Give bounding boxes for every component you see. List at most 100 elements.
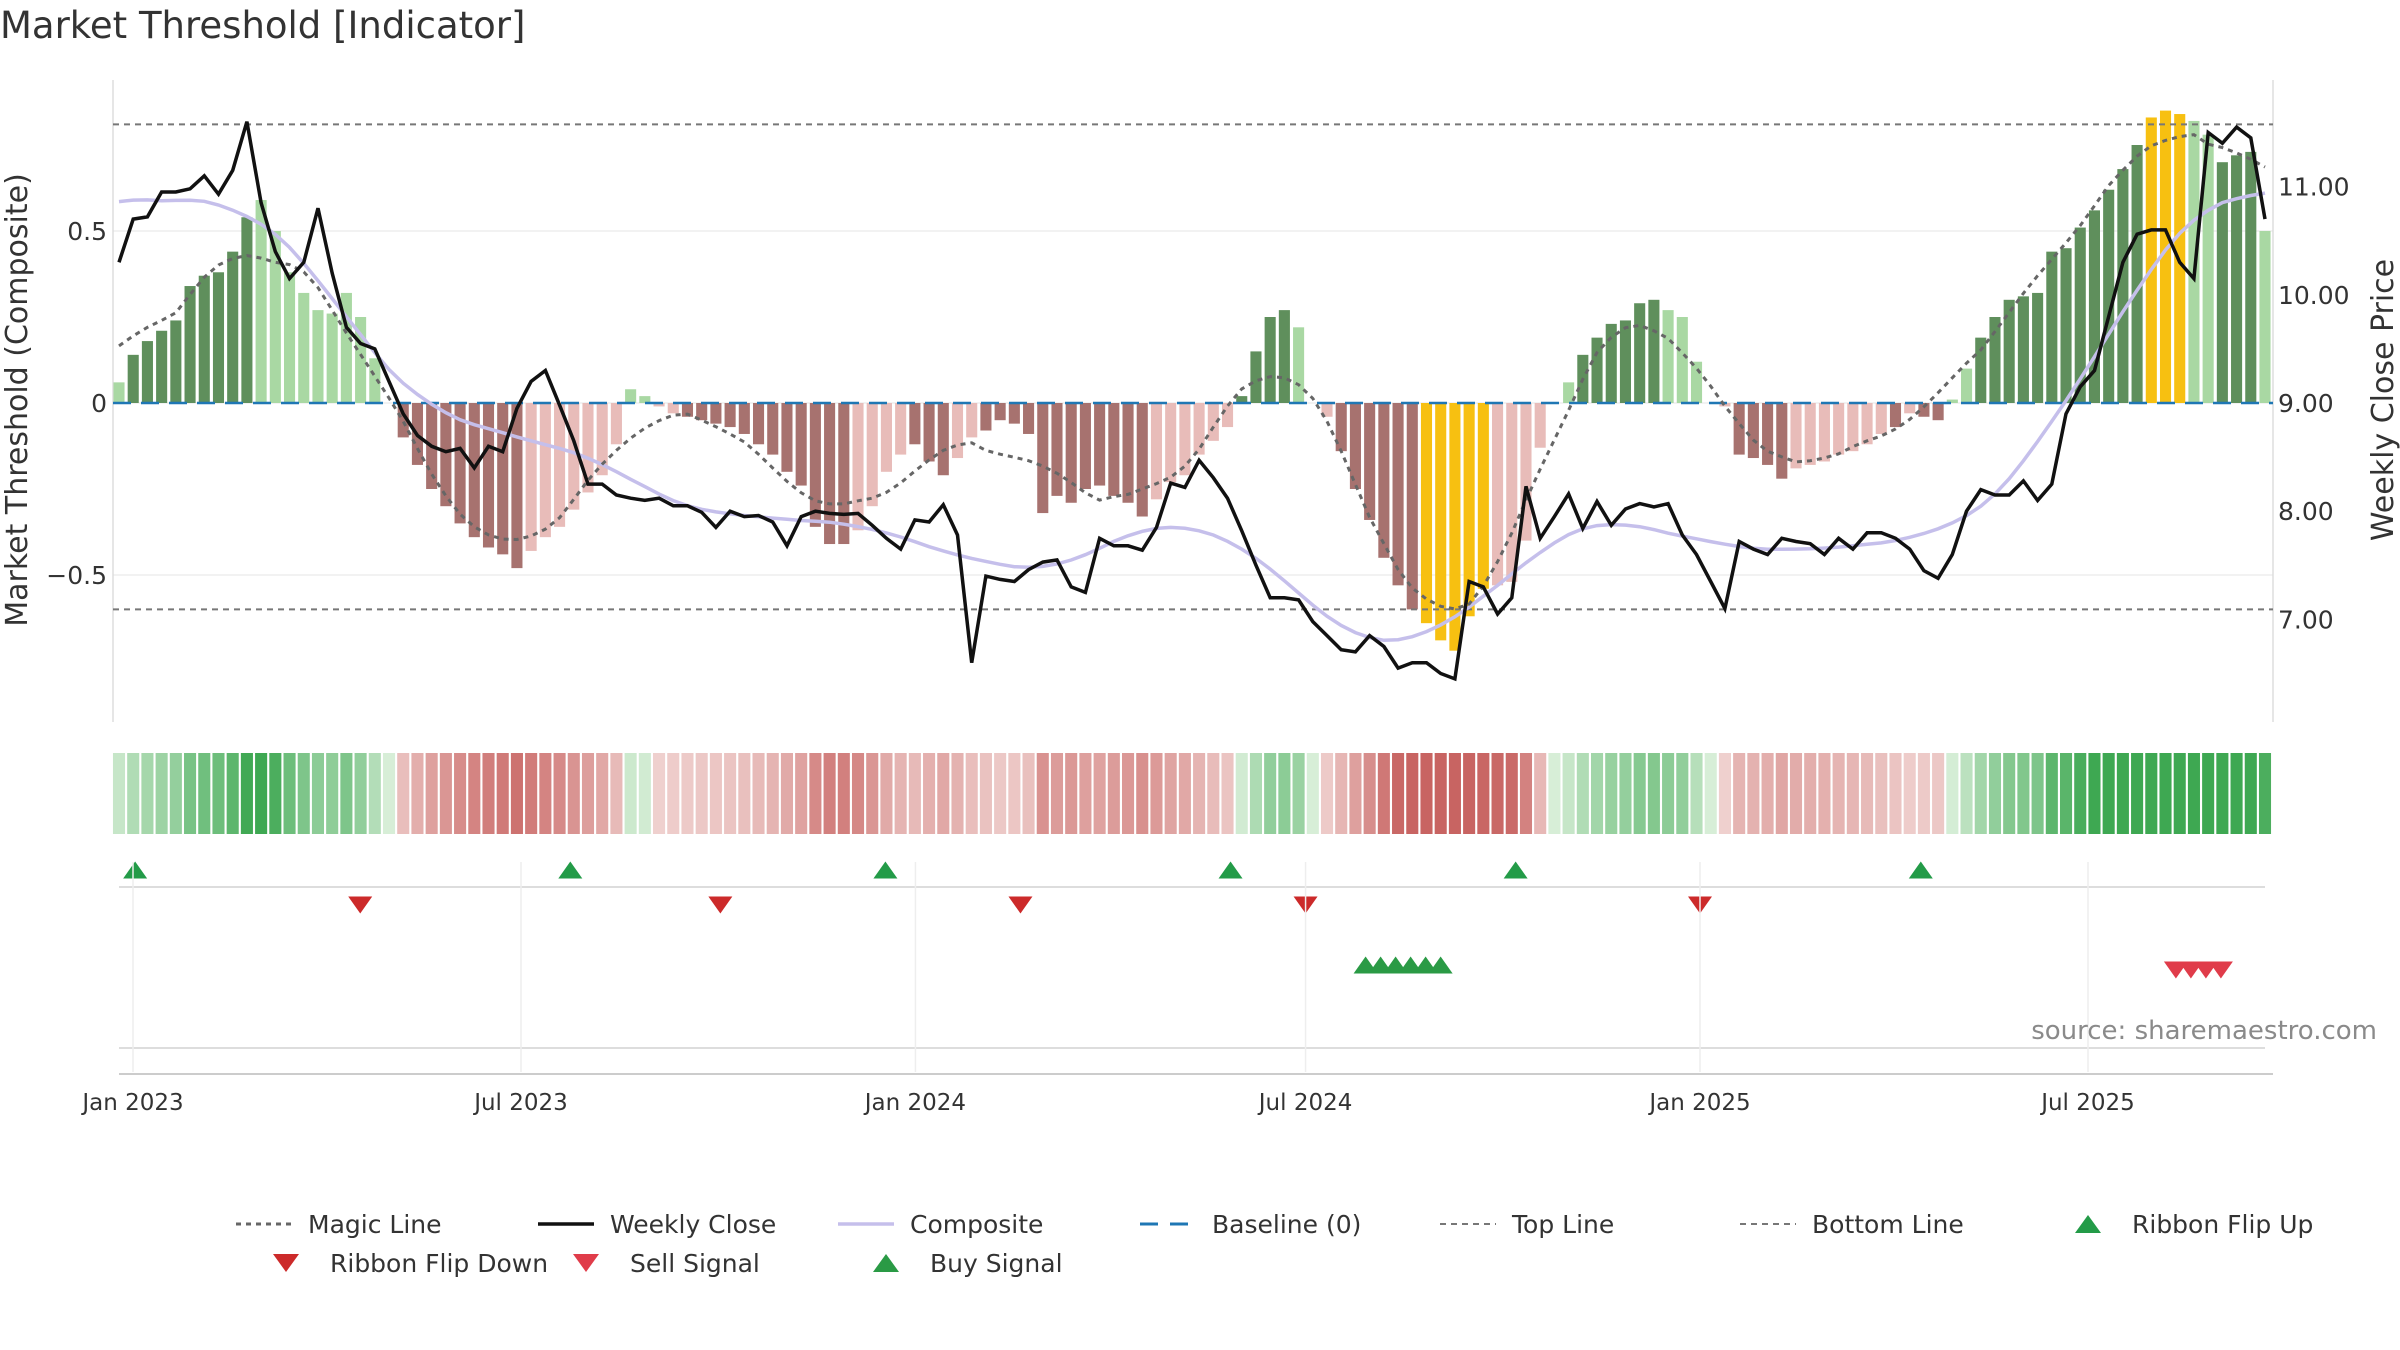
date-axis: Jan 2023 Jul 2023 Jan 2024 Jul 2024 Jan 2025… (80, 862, 2273, 1116)
composite-bar (156, 330, 168, 403)
ribbon-cell (1122, 753, 1135, 834)
ribbon-cell (951, 753, 964, 834)
ribbon-cell (482, 753, 495, 834)
ribbon-cell (894, 753, 907, 834)
composite-bar (1250, 351, 1262, 403)
legend-item-flipdown: Ribbon Flip Down (273, 1249, 548, 1278)
ribbon-cell (1221, 753, 1234, 834)
composite-bar (1193, 403, 1205, 455)
ribbon-cell (311, 753, 325, 834)
composite-bar (1293, 327, 1305, 403)
ribbon-cell (283, 753, 296, 834)
ribbon-flip-up-marker (873, 861, 898, 879)
composite-bar (781, 403, 793, 472)
ribbon-cell (1861, 753, 1874, 834)
ribbon-cell (354, 753, 367, 834)
composite-bar (1634, 303, 1646, 403)
composite-bar (554, 403, 566, 527)
ribbon-cell (1605, 753, 1618, 834)
buy-signal-marker (1413, 956, 1438, 974)
ribbon-cell (2116, 753, 2129, 834)
composite-bar (2245, 151, 2257, 403)
ribbon-cell (2173, 753, 2186, 834)
sell-signal-marker (2163, 961, 2188, 979)
composite-bar (241, 217, 253, 403)
ribbon-cell (752, 753, 765, 834)
composite-bar (1605, 323, 1617, 403)
ribbon-cell (1619, 753, 1632, 834)
ribbon-cell (596, 753, 609, 834)
ribbon-cell (1178, 753, 1191, 834)
composite-bar (653, 403, 665, 407)
composite-bar (1179, 403, 1191, 476)
ribbon-cell (368, 753, 381, 834)
ribbon-cell (127, 753, 140, 834)
composite-bar (2117, 169, 2129, 403)
composite-bar (1918, 403, 1930, 417)
ribbon-cell (1136, 753, 1149, 834)
composite-bar (1165, 403, 1177, 483)
composite-bar (639, 396, 651, 403)
ribbon-cell (795, 753, 808, 834)
composite-bar (1136, 403, 1148, 517)
ribbon-cell (1036, 753, 1049, 834)
ribbon-cell (1733, 753, 1746, 834)
composite-bar (1946, 399, 1958, 403)
composite-bar (198, 275, 210, 403)
ribbon-cell (1207, 753, 1220, 834)
date-tick-label: Jan 2025 (1647, 1090, 1750, 1116)
legend-item-close: Weekly Close (538, 1210, 776, 1239)
legend-item-buy: Buy Signal (873, 1249, 1063, 1278)
right-tick-label: 7.00 (2278, 605, 2334, 634)
ribbon-strip (112, 753, 2272, 834)
ribbon-flip-up-marker (558, 861, 583, 879)
ribbon-cell (2102, 753, 2115, 834)
ribbon-cell (681, 753, 694, 834)
composite-bar (255, 200, 267, 403)
composite-bar (596, 403, 608, 476)
left-axis-title: Market Threshold (Composite) (0, 173, 35, 627)
composite-bar (1961, 368, 1973, 403)
composite-bar (2046, 251, 2058, 403)
composite-bar (1676, 317, 1688, 403)
ribbon-cell (1519, 753, 1533, 834)
legend-swatch-flipdown-marker (273, 1254, 299, 1272)
ribbon-cell (1988, 753, 2002, 834)
ribbon-cell (2045, 753, 2058, 834)
composite-bar (866, 403, 878, 507)
composite-bar (482, 403, 495, 548)
composite-bar (738, 403, 750, 434)
composite-bar (824, 403, 836, 545)
ribbon-cell (638, 753, 651, 834)
ribbon-cell (695, 753, 708, 834)
ribbon-cell (1164, 753, 1177, 834)
ribbon-cell (1320, 753, 1334, 834)
ribbon-cell (2088, 753, 2101, 834)
composite-bar (625, 389, 637, 403)
ribbon-cell (2059, 753, 2073, 834)
ribbon-cell (454, 753, 467, 834)
right-axis-title: Weekly Close Price (2366, 259, 2400, 541)
buy-signal-marker (1383, 956, 1408, 974)
composite-bar (184, 286, 196, 403)
composite-bar (2202, 134, 2214, 403)
line-series (113, 121, 2273, 682)
composite-bar (312, 310, 324, 403)
composite-bar (1236, 396, 1248, 403)
ribbon-cell (880, 753, 893, 834)
composite-bar (610, 403, 622, 445)
composite-bar (681, 403, 694, 417)
ribbon-cell (1590, 753, 1604, 834)
legend-swatch-sell-marker (573, 1254, 599, 1272)
ribbon-cell (780, 753, 794, 834)
sell-signal-marker (2208, 961, 2233, 979)
composite-bar (326, 313, 338, 403)
ribbon-cell (496, 753, 509, 834)
legend-label-flipdown: Ribbon Flip Down (330, 1249, 548, 1278)
composite-bar (582, 403, 594, 493)
ribbon-cell (212, 753, 225, 834)
composite-bar (355, 317, 367, 403)
composite-bar (1804, 403, 1816, 465)
composite-bar (1420, 403, 1433, 624)
legend-label-bottom: Bottom Line (1812, 1210, 1964, 1239)
